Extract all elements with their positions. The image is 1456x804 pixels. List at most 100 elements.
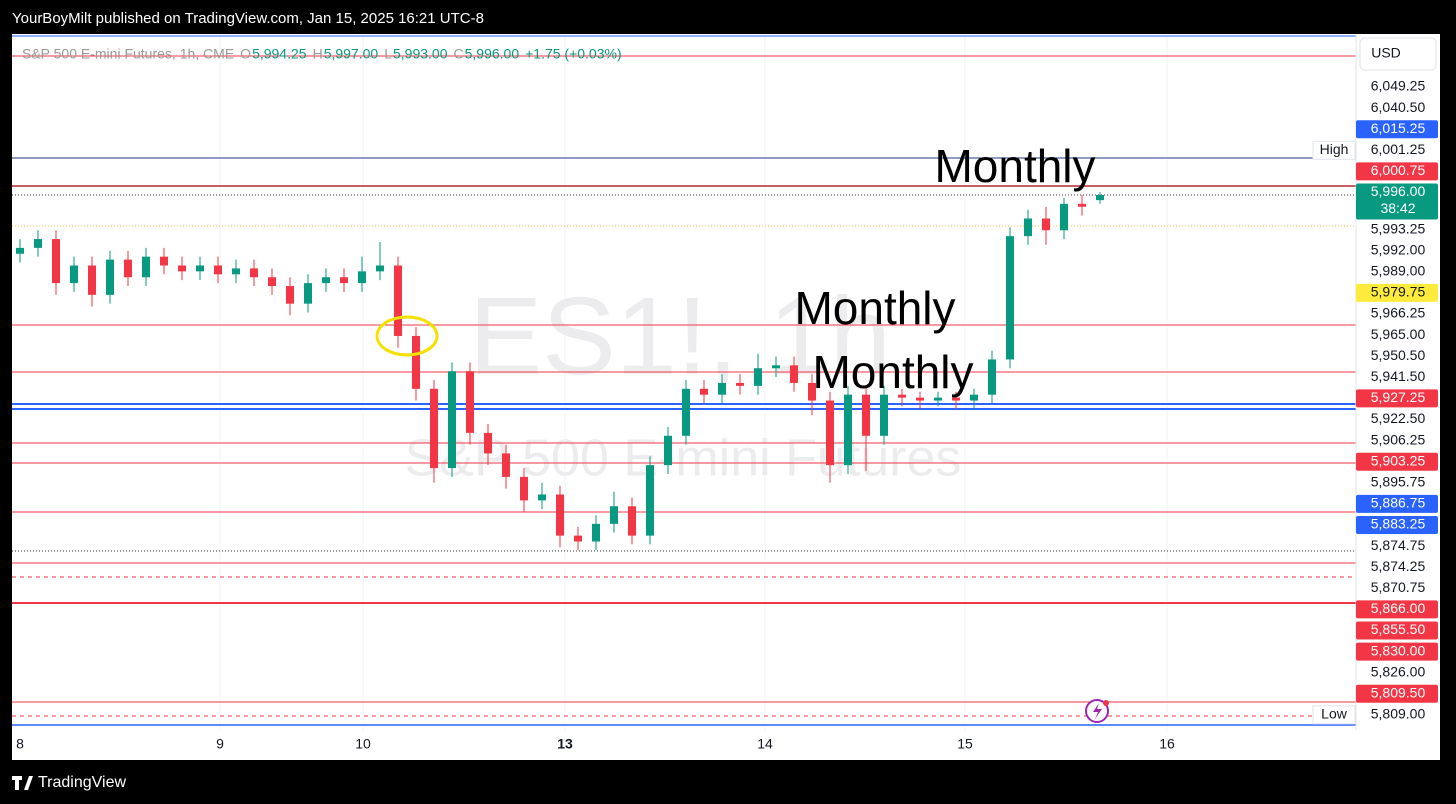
candle-body xyxy=(826,400,834,466)
price-tag xyxy=(1356,516,1438,534)
candle-body xyxy=(538,494,546,501)
candle-body xyxy=(448,371,456,469)
price-label: 5,996.00 xyxy=(1371,183,1426,199)
price-label: 6,000.75 xyxy=(1371,162,1426,178)
candle-body xyxy=(1042,218,1050,231)
ohlc-label: O xyxy=(240,46,251,62)
highlight-circle xyxy=(375,315,439,357)
candle-body xyxy=(952,397,960,401)
candle-body xyxy=(142,256,150,278)
candle-body xyxy=(304,283,312,304)
price-tag xyxy=(1356,642,1438,661)
price-label: 5,922.50 xyxy=(1371,410,1426,426)
candles xyxy=(16,192,1104,551)
annotation: Monthly xyxy=(934,140,1095,192)
chart-area xyxy=(12,34,1440,760)
x-tick-label: 15 xyxy=(957,736,973,752)
price-label: 5,965.00 xyxy=(1371,326,1426,342)
price-tag xyxy=(1356,120,1438,139)
x-tick-label: 10 xyxy=(355,736,371,752)
candle-body xyxy=(700,388,708,395)
candle-body xyxy=(862,394,870,436)
candle-body xyxy=(16,247,24,254)
price-tag xyxy=(1356,494,1438,513)
brand: TradingView xyxy=(12,774,126,791)
currency[interactable]: USD xyxy=(1371,45,1401,61)
candle-body xyxy=(502,453,510,477)
watermark-ticker: ES1!, 1h xyxy=(469,275,891,398)
candle-body xyxy=(520,476,528,501)
candle-body xyxy=(610,506,618,524)
candle-body xyxy=(232,268,240,275)
price-label: 5,855.50 xyxy=(1371,621,1426,637)
price-label: 5,809.00 xyxy=(1371,706,1426,722)
candle-body xyxy=(682,388,690,436)
ohlc-label: H xyxy=(313,46,323,62)
price-label: 5,941.50 xyxy=(1371,368,1426,384)
price-label: 6,001.25 xyxy=(1371,141,1426,157)
price-tag xyxy=(1356,162,1438,181)
price-label: 5,927.25 xyxy=(1371,389,1426,405)
price-label: 5,830.00 xyxy=(1371,642,1426,658)
price-tag xyxy=(1356,600,1438,619)
price-label: 5,895.75 xyxy=(1371,474,1426,490)
price-label: 5,903.25 xyxy=(1371,452,1426,468)
price-label: 5,870.75 xyxy=(1371,579,1426,595)
price-label: 5,886.75 xyxy=(1371,495,1426,511)
candle-body xyxy=(268,277,276,287)
candle-body xyxy=(556,494,564,536)
candle-body xyxy=(808,382,816,401)
currency-button[interactable] xyxy=(1359,37,1437,71)
price-tag xyxy=(1356,183,1438,220)
candle-body xyxy=(736,382,744,386)
price-label: 5,906.25 xyxy=(1371,431,1426,447)
annotation: Monthly xyxy=(812,346,973,398)
price-label: 5,993.25 xyxy=(1371,220,1426,236)
price-label: 5,883.25 xyxy=(1371,516,1426,532)
countdown: 38:42 xyxy=(1380,200,1415,216)
price-tag xyxy=(1356,452,1438,471)
brand-name: TradingView xyxy=(38,774,126,791)
candle-body xyxy=(160,256,168,266)
annotation: Monthly xyxy=(794,282,955,334)
candle-body xyxy=(430,388,438,469)
price-axis: 6,049.25 6,040.50 6,015.25 6,001.25 High 6,00… xyxy=(1312,78,1438,725)
price-label: 5,966.25 xyxy=(1371,305,1426,321)
price-label: 5,866.00 xyxy=(1371,600,1426,616)
ohlc-label: L xyxy=(384,46,392,62)
price-label: 5,992.00 xyxy=(1371,241,1426,257)
candle-body xyxy=(574,535,582,542)
price-tag xyxy=(1356,621,1438,640)
candle-body xyxy=(790,365,798,383)
candle-body xyxy=(592,523,600,542)
candle-body xyxy=(214,265,222,275)
candle-body xyxy=(718,382,726,395)
ohlc-value: 5,997.00 xyxy=(324,46,379,62)
level-tag xyxy=(1312,140,1356,160)
time-axis: 8 9 10 13 14 15 16 xyxy=(16,736,1175,752)
candle-body xyxy=(844,394,852,466)
candle-body xyxy=(934,397,942,401)
candle-body xyxy=(880,394,888,436)
alert-icon[interactable] xyxy=(1085,699,1109,723)
ohlc-value: 5,994.25 xyxy=(252,46,307,62)
candle-body xyxy=(916,397,924,401)
price-tag xyxy=(1356,684,1438,703)
x-tick-label: 8 xyxy=(16,736,24,752)
candle-body xyxy=(466,371,474,433)
candle-body xyxy=(646,465,654,536)
candle-body xyxy=(1078,203,1086,207)
candle-body xyxy=(70,265,78,284)
x-tick-label: 16 xyxy=(1159,736,1175,752)
price-label: 5,874.25 xyxy=(1371,558,1426,574)
candle-body xyxy=(628,506,636,536)
candle-body xyxy=(484,432,492,454)
candle-body xyxy=(1024,218,1032,237)
level-tag xyxy=(1312,705,1356,725)
x-tick-label: 13 xyxy=(557,736,573,752)
ohlc-value: 5,996.00 xyxy=(465,46,520,62)
x-tick-label: 14 xyxy=(757,736,773,752)
candle-body xyxy=(772,365,780,369)
candle-body xyxy=(340,277,348,284)
x-tick-label: 9 xyxy=(216,736,224,752)
